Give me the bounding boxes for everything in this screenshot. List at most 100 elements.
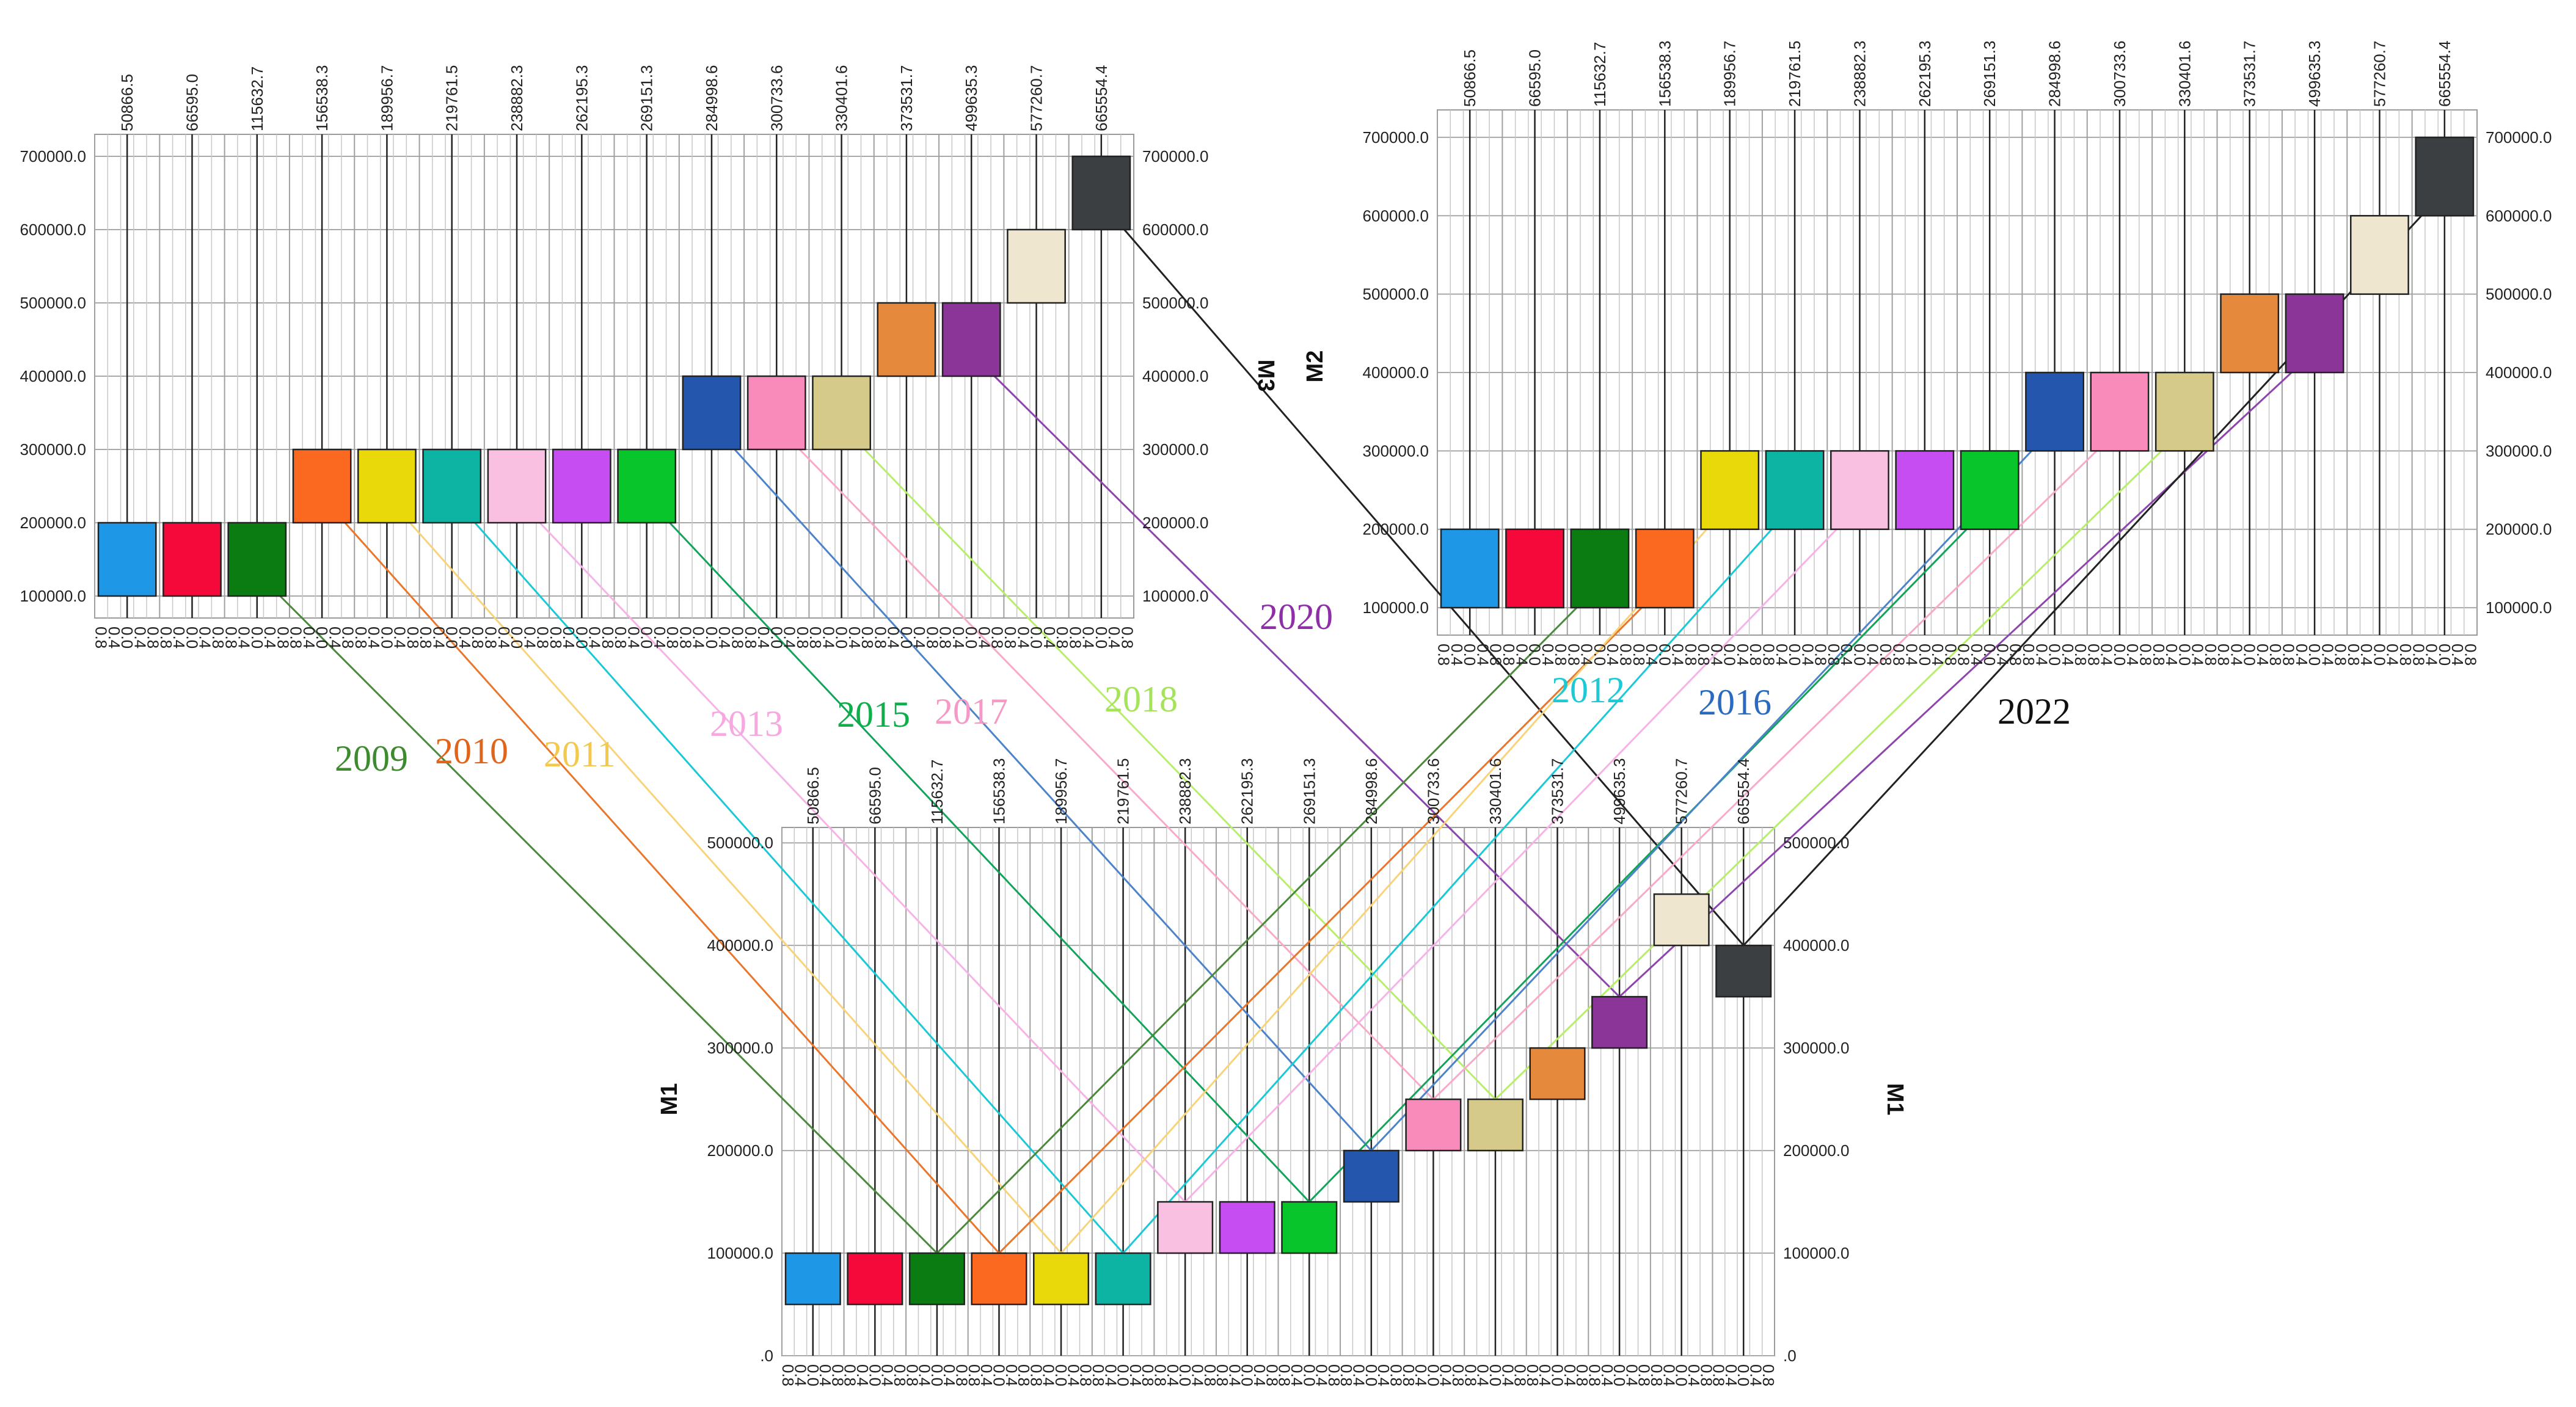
- year-line-2015: [1308, 528, 1968, 1203]
- sub-axis-label: 0.8: [1500, 644, 1518, 666]
- sub-axis-label: 0.8: [222, 627, 240, 649]
- sub-axis-label: 0.4: [495, 627, 513, 649]
- cell-m3-9: [682, 375, 742, 451]
- sub-axis-label: 0.4: [1722, 1364, 1740, 1386]
- sub-axis-label: 0.8: [1889, 644, 1908, 666]
- y-tick-left: 100000.0: [20, 587, 86, 605]
- sub-axis-label: 0.4: [2162, 644, 2181, 666]
- sub-axis-label: 0.8: [287, 627, 305, 649]
- sub-axis-label: 0.4: [1747, 1364, 1765, 1386]
- sub-axis-label: 0.4: [1164, 1364, 1182, 1386]
- column-label: 269151.3: [638, 65, 656, 131]
- year-line-2013: [1184, 528, 1837, 1203]
- cell-m1-9: [1343, 1149, 1399, 1203]
- y-tick-right: 500000.0: [1142, 294, 1208, 312]
- sub-axis-label: 0.8: [1523, 1364, 1542, 1386]
- column-label: 262195.3: [572, 65, 591, 131]
- sub-axis-label: 0.0: [1591, 644, 1609, 666]
- column-label: 284998.6: [702, 65, 721, 131]
- year-label-2022: 2022: [1998, 691, 2071, 732]
- sub-axis-label: 0.8: [1213, 1364, 1231, 1386]
- cell-m2-0: [1440, 528, 1500, 609]
- cell-m2-6: [1830, 450, 1889, 530]
- y-tick-left: 100000.0: [707, 1244, 773, 1262]
- sub-axis-label: 0.4: [1288, 1364, 1306, 1386]
- sub-axis-label: 0.4: [1474, 1364, 1492, 1386]
- sub-axis-label: 0.0: [508, 627, 526, 649]
- y-tick-right: 200000.0: [1142, 514, 1208, 532]
- y-tick-left: 500000.0: [1363, 285, 1429, 304]
- cell-m2-2: [1570, 528, 1630, 609]
- y-tick-left: 200000.0: [707, 1141, 773, 1160]
- column-label: 156538.3: [1655, 41, 1674, 107]
- column-label: 269151.3: [1980, 41, 1999, 107]
- sub-axis-label: 0.0: [1916, 644, 1934, 666]
- y-tick-right: 500000.0: [1783, 834, 1849, 852]
- sub-axis-label: 0.0: [1655, 644, 1674, 666]
- cell-m3-6: [487, 448, 547, 524]
- sub-axis-label: 0.0: [897, 627, 916, 649]
- y-tick-right: 600000.0: [2486, 206, 2552, 225]
- cell-m1-3: [971, 1252, 1027, 1306]
- sub-axis-label: 0.0: [1300, 1364, 1318, 1386]
- y-tick-right: .0: [1783, 1347, 1797, 1365]
- sub-axis-label: 0.8: [1001, 627, 1020, 649]
- sub-axis-label: 0.0: [2046, 644, 2064, 666]
- cell-m1-14: [1653, 893, 1710, 947]
- cell-m1-11: [1467, 1098, 1523, 1152]
- sub-axis-label: 0.8: [1066, 627, 1084, 649]
- column-label: 577260.7: [2370, 41, 2388, 107]
- year-line-2017: [1432, 450, 2098, 1100]
- sub-axis-label: 0.4: [1350, 1364, 1368, 1386]
- cell-m2-5: [1765, 450, 1825, 530]
- sub-axis-label: 0.8: [2084, 644, 2103, 666]
- sub-axis-label: 0.4: [520, 627, 539, 649]
- sub-axis-label: 0.8: [274, 627, 292, 649]
- year-label-2013: 2013: [710, 704, 783, 744]
- year-line-2012: [474, 522, 1124, 1254]
- sub-axis-label: 0.4: [2253, 644, 2272, 666]
- sub-axis-label: 0.0: [1176, 1364, 1194, 1386]
- column-label: 66595.0: [183, 74, 201, 131]
- column-label: 330401.6: [833, 65, 851, 131]
- sub-axis-label: 0.8: [1449, 1364, 1467, 1386]
- sub-axis-label: 0.8: [157, 627, 175, 649]
- cell-m3-5: [422, 448, 482, 524]
- sub-axis-label: 0.4: [2227, 644, 2246, 666]
- cell-m1-5: [1095, 1252, 1151, 1306]
- panel-title: M2: [1302, 351, 1328, 383]
- column-label: 499635.3: [962, 65, 980, 131]
- sub-axis-label: 0.0: [990, 1364, 1008, 1386]
- y-tick-left: 300000.0: [1363, 442, 1429, 460]
- sub-axis-label: 0.8: [599, 627, 617, 649]
- sub-axis-label: 0.8: [1461, 1364, 1480, 1386]
- sub-axis-label: 0.4: [1968, 644, 1986, 666]
- sub-axis-label: 0.4: [885, 627, 903, 649]
- sub-axis-label: 0.8: [1435, 644, 1453, 666]
- column-label: 330401.6: [2175, 41, 2194, 107]
- cell-m2-13: [2285, 293, 2344, 374]
- column-label: 50866.5: [118, 74, 136, 131]
- year-lines-layer: [279, 215, 2423, 1254]
- sub-axis-label: 0.4: [2423, 644, 2441, 666]
- sub-axis-label: 0.4: [791, 1364, 809, 1386]
- y-tick-left: .0: [760, 1347, 773, 1365]
- sub-axis-label: 0.4: [1561, 1364, 1579, 1386]
- sub-axis-label: 0.8: [871, 627, 889, 649]
- sub-axis-label: 0.4: [816, 1364, 834, 1386]
- sub-axis-label: 0.8: [1759, 1364, 1778, 1386]
- y-tick-right: 400000.0: [1783, 936, 1849, 954]
- sub-axis-label: 0.4: [1225, 1364, 1244, 1386]
- sub-axis-label: 0.4: [1498, 1364, 1517, 1386]
- year-line-2011: [1060, 528, 1708, 1254]
- year-line-2022: [1123, 229, 1745, 947]
- sub-axis-label: 0.8: [1941, 644, 1960, 666]
- column-label: 330401.6: [1486, 758, 1505, 824]
- panel-title: M3: [1253, 360, 1279, 392]
- sub-axis-label: 0.0: [638, 627, 656, 649]
- sub-axis-label: 0.8: [1697, 1364, 1715, 1386]
- sub-axis-label: 0.8: [1399, 1364, 1418, 1386]
- sub-axis-label: 0.0: [1114, 1364, 1133, 1386]
- column-label: 50866.5: [804, 767, 822, 824]
